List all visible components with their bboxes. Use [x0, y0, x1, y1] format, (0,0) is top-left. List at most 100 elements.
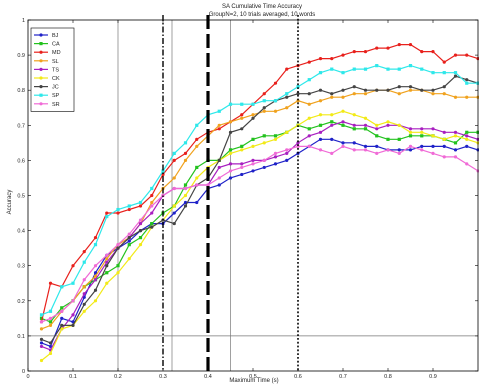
x-axis-label: Maximum Time (s) — [229, 378, 278, 384]
data-point — [408, 144, 413, 148]
data-point — [453, 134, 458, 138]
y-tick-label: 0 — [22, 369, 25, 375]
data-point — [150, 193, 154, 198]
data-point — [465, 134, 469, 138]
data-point — [352, 92, 356, 96]
data-point — [262, 165, 266, 170]
legend-marker — [39, 85, 43, 89]
legend-marker — [39, 42, 43, 46]
data-point — [352, 123, 356, 127]
series-line — [41, 121, 478, 323]
x-tick-label: 0.3 — [159, 374, 167, 380]
data-point — [386, 67, 390, 71]
data-point — [48, 309, 53, 313]
data-point — [341, 141, 345, 145]
data-point — [397, 67, 401, 71]
data-point — [240, 102, 244, 106]
data-point — [240, 116, 244, 120]
legend-marker — [39, 33, 43, 37]
data-point — [363, 144, 368, 148]
data-point — [228, 176, 233, 180]
y-tick-label: 0.9 — [17, 53, 25, 59]
data-point — [39, 327, 44, 331]
data-point — [363, 92, 368, 96]
data-point — [183, 158, 188, 162]
data-point — [285, 158, 289, 162]
data-point — [217, 109, 221, 113]
threshold-markers — [162, 15, 299, 371]
data-point — [262, 109, 266, 113]
legend-marker — [39, 76, 43, 80]
data-point — [420, 144, 424, 148]
y-tick-label: 0.5 — [17, 194, 25, 200]
data-point — [93, 243, 98, 247]
data-point — [105, 257, 109, 261]
data-point — [307, 60, 311, 64]
legend-label: BJ — [52, 33, 59, 39]
data-point — [330, 120, 334, 124]
data-point — [228, 130, 233, 134]
data-point — [240, 144, 244, 148]
data-point — [105, 214, 109, 219]
data-point — [408, 127, 413, 131]
data-point — [161, 172, 165, 177]
data-point — [105, 253, 109, 257]
data-point — [330, 137, 334, 141]
data-point — [397, 92, 401, 96]
x-tick-label: 0.2 — [114, 374, 122, 380]
data-point — [341, 53, 345, 57]
x-tick-label: 0 — [26, 374, 29, 380]
data-point — [420, 148, 424, 152]
y-tick-label: 0.3 — [17, 264, 25, 270]
data-point — [150, 225, 154, 229]
data-point — [82, 309, 86, 313]
data-point — [251, 113, 255, 117]
series-line — [41, 145, 479, 323]
data-point — [375, 88, 379, 92]
data-point — [82, 260, 86, 264]
data-point — [431, 151, 435, 155]
data-point — [150, 211, 154, 215]
data-point — [60, 327, 64, 331]
data-point — [431, 127, 435, 131]
data-point — [465, 95, 469, 99]
data-point — [453, 148, 458, 152]
legend-marker — [39, 50, 43, 54]
legend-label: SP — [52, 93, 60, 99]
data-point — [341, 144, 345, 148]
data-point — [82, 302, 86, 306]
data-point — [60, 285, 64, 289]
data-point — [363, 88, 368, 92]
legend-entry: SP — [34, 93, 60, 99]
data-point — [386, 148, 390, 152]
data-point — [375, 144, 379, 148]
legend-entry: BJ — [34, 33, 59, 39]
data-point — [442, 144, 446, 148]
data-point — [195, 137, 199, 141]
data-point — [93, 271, 98, 275]
data-point — [60, 306, 64, 310]
data-point — [105, 264, 109, 268]
data-point — [150, 200, 154, 205]
data-point — [408, 64, 413, 68]
data-point — [285, 67, 289, 71]
data-point — [318, 130, 323, 134]
data-point — [318, 88, 323, 92]
data-point — [465, 130, 469, 134]
series-sr — [39, 144, 479, 324]
data-point — [465, 78, 469, 82]
chart-subtitle: GroupN=2, 10 trials averaged, 10 words — [209, 12, 316, 18]
data-point — [431, 71, 435, 75]
data-point — [183, 193, 188, 198]
data-point — [262, 158, 266, 162]
data-point — [217, 165, 221, 170]
data-point — [48, 323, 53, 327]
data-point — [285, 151, 289, 155]
data-point — [60, 316, 64, 320]
data-point — [307, 92, 311, 96]
data-point — [48, 281, 53, 285]
legend-entry: SL — [34, 59, 59, 65]
data-point — [453, 130, 458, 134]
data-point — [251, 144, 255, 148]
data-point — [330, 113, 334, 117]
